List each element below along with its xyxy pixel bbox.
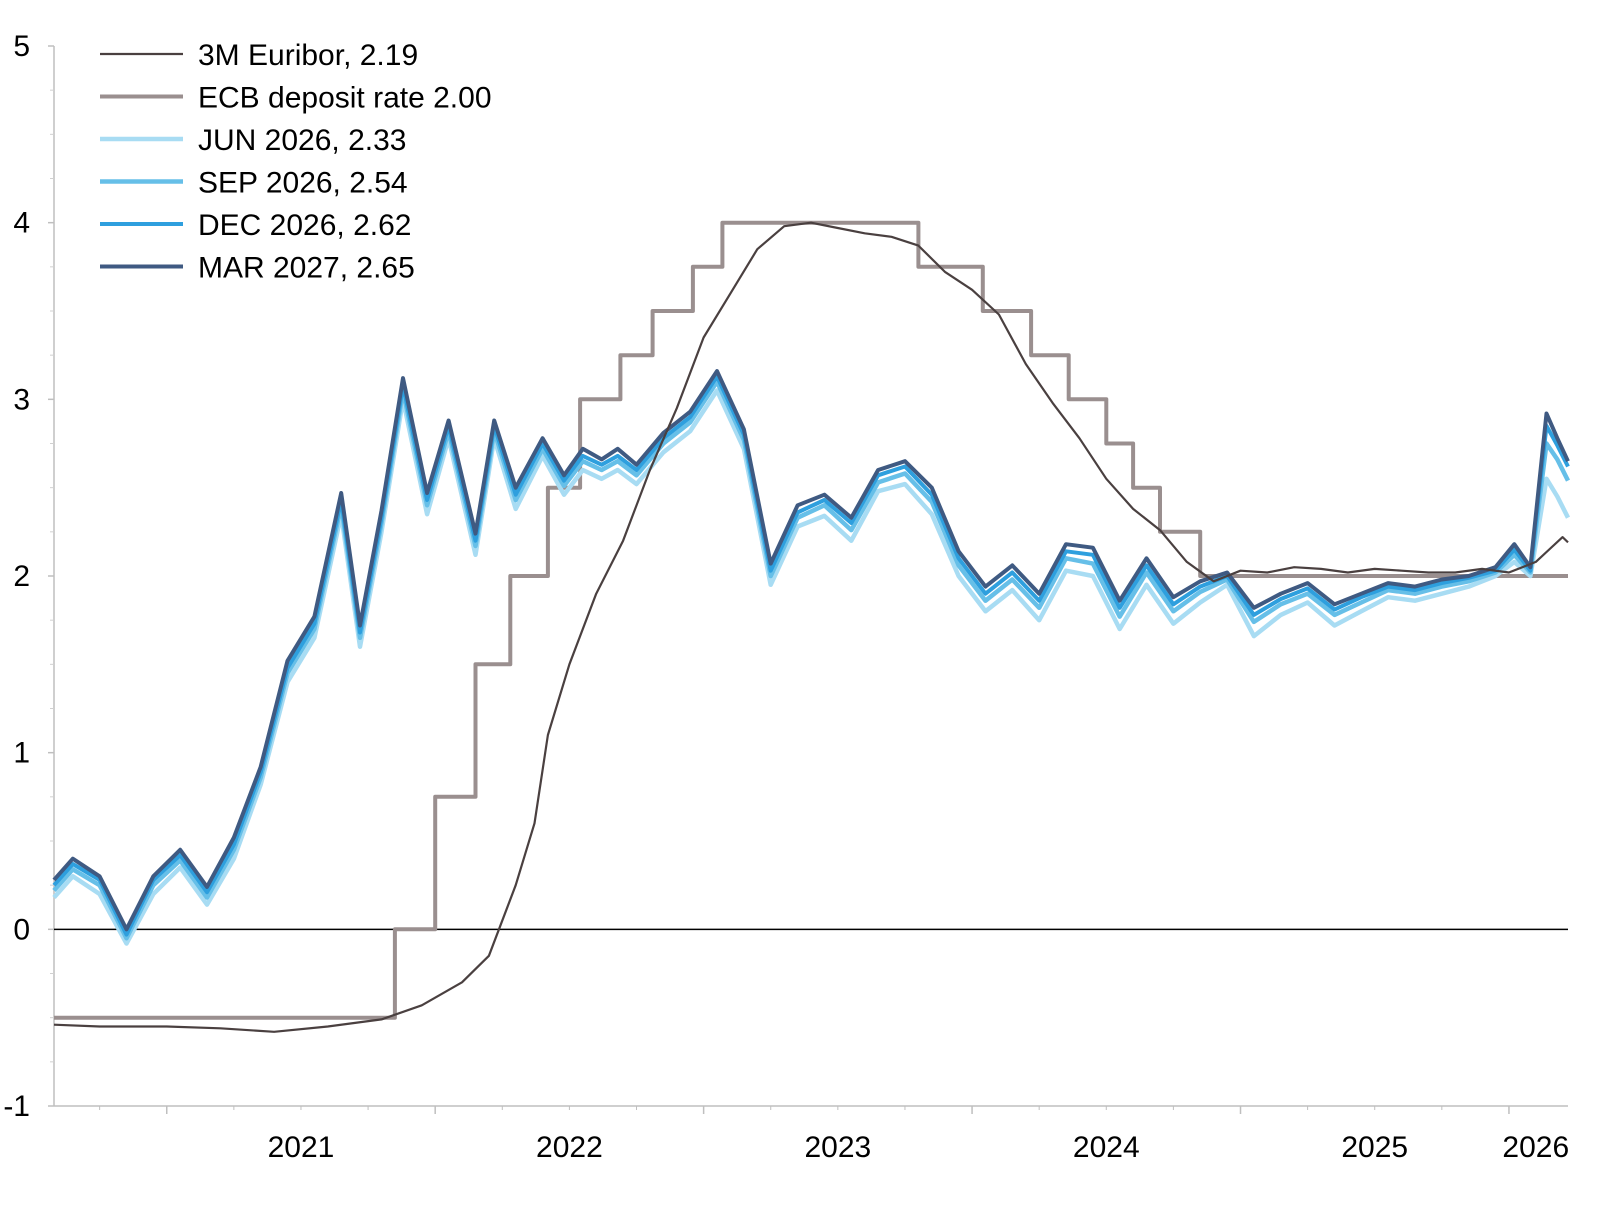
series-line-1 — [54, 220, 1568, 1020]
series-line-0 — [53, 221, 1569, 1033]
legend: 3M Euribor, 2.19 ECB deposit rate 2.00 JUN… — [100, 39, 492, 285]
y-tick-label: 1 — [13, 737, 30, 770]
y-axis: -1 0 1 2 3 4 5 — [3, 30, 55, 1123]
x-axis: 2021 2022 2023 2024 2025 2026 — [54, 1105, 1569, 1164]
x-tick-label: 2021 — [268, 1131, 335, 1164]
x-tick-label: 2022 — [536, 1131, 603, 1164]
x-tick-label: 2024 — [1073, 1131, 1140, 1164]
legend-label: ECB deposit rate 2.00 — [198, 82, 492, 115]
legend-label: DEC 2026, 2.62 — [198, 209, 411, 242]
series-line-5 — [52, 369, 1570, 932]
series-line-2 — [52, 388, 1571, 946]
legend-label: 3M Euribor, 2.19 — [198, 39, 418, 72]
legend-label: MAR 2027, 2.65 — [198, 252, 415, 285]
y-tick-label: 2 — [13, 560, 30, 593]
x-tick-label: 2025 — [1341, 1131, 1408, 1164]
legend-label: JUN 2026, 2.33 — [198, 124, 406, 157]
y-tick-label: -1 — [3, 1090, 30, 1123]
x-tick-label: 2023 — [804, 1131, 871, 1164]
y-tick-label: 0 — [13, 913, 30, 946]
y-tick-label: 5 — [13, 30, 30, 63]
legend-label: SEP 2026, 2.54 — [198, 167, 408, 200]
y-tick-label: 3 — [13, 383, 30, 416]
series-line-3 — [52, 379, 1571, 941]
y-tick-label: 4 — [13, 207, 30, 240]
x-tick-label: 2026 — [1502, 1131, 1569, 1164]
series-line-4 — [52, 374, 1570, 937]
series-lines — [52, 220, 1571, 1033]
